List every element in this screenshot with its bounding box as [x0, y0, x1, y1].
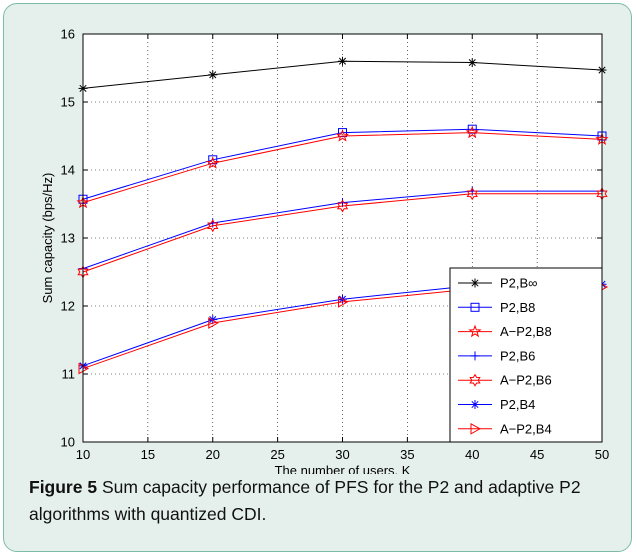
sum-capacity-chart: 10 15 20 25 30 35 40 45 50 10 11 12 13 14 15 16 The num… [40, 27, 610, 475]
legend-label: P2,B6 [500, 348, 535, 363]
x-tick-label: 15 [141, 447, 155, 462]
y-tick-label: 13 [61, 231, 75, 246]
data-point [208, 70, 218, 80]
data-point [465, 125, 479, 139]
x-tick-label: 35 [400, 447, 414, 462]
legend-marker [469, 373, 481, 387]
data-point [467, 58, 477, 68]
legend-item: A−P2,B8 [458, 324, 552, 339]
y-tick-label: 11 [62, 367, 76, 382]
legend-item: A−P2,B4 [458, 421, 552, 436]
x-tick-label: 25 [270, 447, 284, 462]
legend-item: P2,B6 [458, 348, 535, 363]
legend-label: P2,B8 [500, 300, 535, 315]
data-point [206, 156, 220, 169]
legend-item: A−P2,B6 [458, 373, 552, 388]
legend-label: P2,B∞ [500, 276, 537, 291]
x-tick-label: 30 [335, 447, 349, 462]
legend-label: A−P2,B4 [500, 421, 552, 436]
data-point [338, 56, 347, 66]
data-point [338, 296, 349, 308]
legend-label: P2,B4 [500, 397, 535, 412]
legend-label: A−P2,B6 [500, 373, 552, 388]
series-line [82, 132, 603, 204]
data-point [466, 187, 478, 201]
legend-item: P2,B4 [458, 397, 535, 412]
x-tick-label: 20 [206, 447, 220, 462]
data-point [336, 199, 349, 213]
y-tick-label: 12 [61, 299, 75, 314]
series-line [82, 128, 603, 200]
y-tick-label: 15 [61, 95, 75, 110]
data-point [208, 317, 219, 329]
legend-marker [468, 324, 482, 338]
series-5 [77, 187, 608, 279]
x-tick-label: 10 [76, 447, 90, 462]
y-tick-label: 10 [61, 435, 75, 450]
data-point [207, 219, 219, 233]
x-tick-label: 45 [530, 447, 544, 462]
x-tick-label: 50 [595, 447, 609, 462]
legend-marker [470, 278, 480, 288]
y-tick-label: 14 [61, 163, 75, 178]
figure-caption: Figure 5 Sum capacity performance of PFS… [29, 474, 619, 528]
legend-marker [470, 302, 480, 312]
data-point [338, 128, 347, 138]
x-tick-label: 40 [465, 447, 479, 462]
x-axis-label: The number of users, K [275, 463, 411, 474]
data-point [467, 124, 477, 134]
data-point [335, 129, 350, 142]
figure-panel: 10 15 20 25 30 35 40 45 50 10 11 12 13 14 15 16 The num… [3, 3, 632, 552]
caption-label: Figure 5 [29, 477, 98, 497]
caption-text: Sum capacity performance of PFS for the … [29, 477, 581, 524]
legend-item: P2,B8 [458, 300, 535, 315]
series-line [82, 193, 602, 273]
legend-marker [470, 351, 480, 361]
legend: P2,B∞ P2,B8 A−P2,B8 P2,B6 A−P2,B6 P2,B4 A−P2,B… [449, 267, 603, 443]
data-point [208, 155, 218, 165]
legend-marker [470, 422, 482, 435]
legend-label: A−P2,B8 [500, 324, 552, 339]
y-axis-label: Sum capacity (bps/Hz) [40, 173, 55, 304]
axis-ticks: 10 15 20 25 30 35 40 45 50 10 11 12 13 14 15 16 [61, 27, 610, 463]
y-tick-label: 16 [61, 27, 75, 42]
legend-item: P2,B∞ [458, 276, 537, 291]
legend-marker [470, 400, 480, 409]
